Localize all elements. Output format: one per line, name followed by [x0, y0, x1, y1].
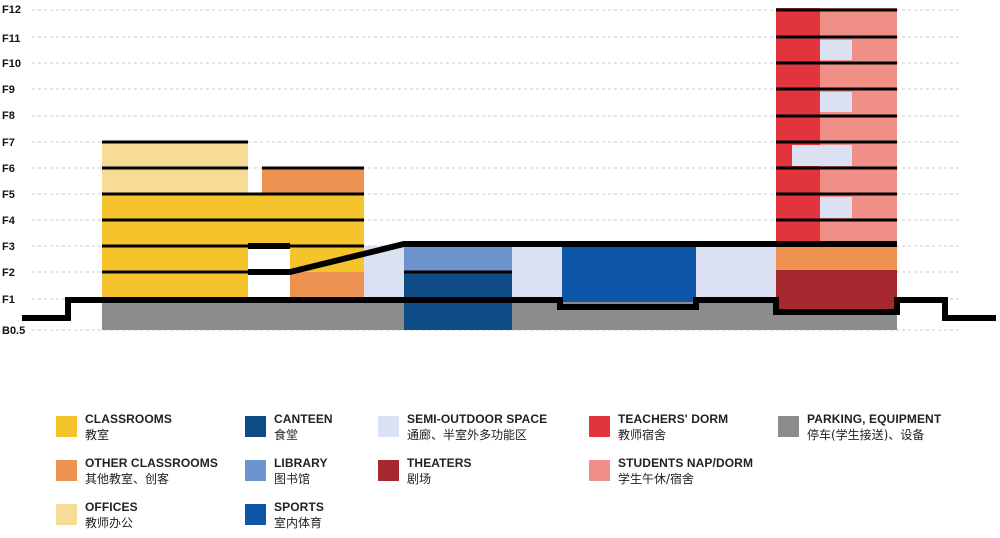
block-semi-outdoor-3	[696, 246, 776, 299]
legend-label: LIBRARY	[274, 456, 328, 470]
legend-swatch-semi-outdoor	[378, 416, 399, 437]
legend-label-cn: 通廊、半室外多功能区	[407, 428, 528, 442]
legend-item-teachers-dorm: TEACHERS' DORM 教师宿舍	[589, 412, 728, 444]
legend-label-cn: 其他教室、创客	[85, 472, 170, 486]
floor-label-f3: F3	[2, 241, 15, 253]
block-sports	[562, 246, 696, 302]
block-teachers-dorm	[776, 8, 820, 246]
legend-swatch-teachers-dorm	[589, 416, 610, 437]
legend-label-cn: 教室	[85, 428, 110, 442]
legend-label-cn: 教师宿舍	[618, 428, 667, 442]
block-semi-outdoor-4	[820, 40, 852, 60]
legend-label-cn: 教师办公	[85, 516, 134, 530]
floor-label-f2: F2	[2, 267, 15, 279]
legend-label: STUDENTS NAP/DORM	[618, 456, 754, 470]
block-other-classrooms-low	[290, 272, 364, 299]
legend-swatch-other-classrooms	[56, 460, 77, 481]
ground-line	[22, 297, 996, 321]
legend-label-cn: 食堂	[274, 428, 299, 442]
block-library	[404, 246, 512, 272]
legend-label: CANTEEN	[274, 412, 333, 426]
legend-swatch-classrooms	[56, 416, 77, 437]
legend-swatch-students-dorm	[589, 460, 610, 481]
floor-label-f7: F7	[2, 137, 15, 149]
legend-label-cn: 停车(学生接送)、设备	[807, 428, 925, 442]
block-semi-outdoor-2	[512, 246, 562, 299]
legend-item-sports: SPORTS 室内体育	[245, 500, 324, 532]
legend-label-cn: 剧场	[407, 472, 432, 486]
legend-swatch-parking	[778, 416, 799, 437]
legend-label-cn: 图书馆	[274, 472, 311, 486]
floor-label-f11: F11	[2, 33, 21, 45]
legend-label: OFFICES	[85, 500, 138, 514]
building-section-diagram: F12 F11 F10 F9 F8 F7 F6 F5 F4 F3 F2 F1 B…	[2, 4, 996, 337]
floor-label-f9: F9	[2, 84, 15, 96]
legend-label: OTHER CLASSROOMS	[85, 456, 218, 470]
legend-item-library: LIBRARY 图书馆	[245, 456, 328, 488]
legend-item-classrooms: CLASSROOMS 教室	[56, 412, 172, 444]
legend-label: TEACHERS' DORM	[618, 412, 729, 426]
legend-item-theaters: THEATERS 剧场	[378, 456, 472, 488]
legend-label: PARKING, EQUIPMENT	[807, 412, 942, 426]
block-theaters	[776, 270, 897, 312]
block-other-classrooms-tower	[776, 246, 897, 270]
floor-label-f8: F8	[2, 110, 15, 122]
legend-item-canteen: CANTEEN 食堂	[245, 412, 333, 444]
block-semi-outdoor-5	[820, 92, 852, 112]
floor-label-f12: F12	[2, 4, 21, 16]
floor-slabs	[102, 8, 897, 302]
legend-swatch-library	[245, 460, 266, 481]
bridge-slab	[248, 241, 897, 275]
floor-label-f1: F1	[2, 294, 15, 306]
legend-label-cn: 学生午休/宿舍	[618, 472, 695, 486]
legend-label: CLASSROOMS	[85, 412, 173, 426]
floor-label-f4: F4	[2, 215, 15, 227]
legend-item-parking: PARKING, EQUIPMENT 停车(学生接送)、设备	[778, 412, 941, 444]
legend-item-other-classrooms: OTHER CLASSROOMS 其他教室、创客	[56, 456, 218, 488]
floor-label-f5: F5	[2, 189, 15, 201]
legend-swatch-canteen	[245, 416, 266, 437]
legend-label: SPORTS	[274, 500, 324, 514]
block-semi-outdoor-7	[820, 197, 852, 218]
floor-label-f6: F6	[2, 163, 15, 175]
section-drawing	[22, 8, 996, 331]
floor-label-b05: B0.5	[2, 325, 26, 337]
legend-swatch-offices	[56, 504, 77, 525]
legend-swatch-sports	[245, 504, 266, 525]
legend-label-cn: 室内体育	[274, 516, 323, 530]
legend-label: THEATERS	[407, 456, 472, 470]
block-other-classrooms-f6	[262, 168, 364, 194]
legend-item-semi-outdoor: SEMI-OUTDOOR SPACE 通廊、半室外多功能区	[378, 412, 547, 444]
legend-item-offices: OFFICES 教师办公	[56, 500, 138, 532]
legend-item-students-dorm: STUDENTS NAP/DORM 学生午休/宿舍	[589, 456, 753, 488]
legend-swatch-theaters	[378, 460, 399, 481]
block-semi-outdoor-6	[792, 145, 852, 166]
floor-label-f10: F10	[2, 58, 21, 70]
legend-label: SEMI-OUTDOOR SPACE	[407, 412, 548, 426]
